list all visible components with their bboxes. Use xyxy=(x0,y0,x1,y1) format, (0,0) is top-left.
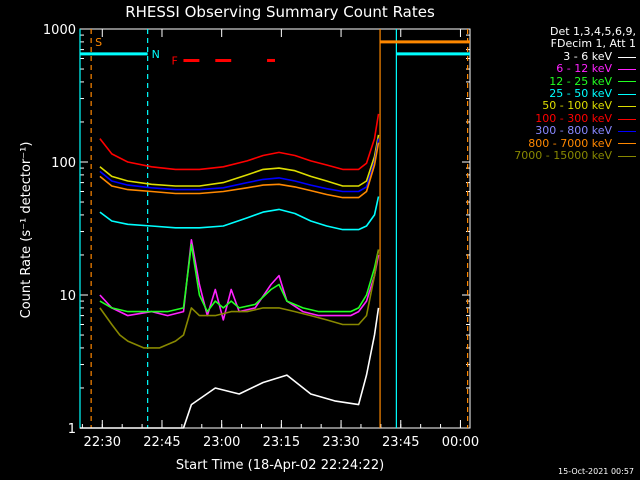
legend-label: 6 - 12 keV xyxy=(556,62,612,76)
legend-swatch xyxy=(618,130,636,132)
legend-label: 50 - 100 keV xyxy=(542,99,612,113)
annotation-label-s: S xyxy=(95,36,102,49)
series-line-4 xyxy=(99,134,380,187)
y-tick-label: 10 xyxy=(59,289,76,304)
x-tick-label: 22:30 xyxy=(84,435,121,450)
y-tick-label: 1 xyxy=(68,422,76,437)
annotation-label-f: F xyxy=(171,54,177,67)
legend-swatch xyxy=(618,106,636,108)
x-tick-label: 23:15 xyxy=(263,435,300,450)
legend-entry: 300 - 800 keV xyxy=(486,124,636,138)
plot-frame xyxy=(79,28,471,429)
legend-label: 12 - 25 keV xyxy=(549,74,612,88)
series-line-0 xyxy=(80,307,380,429)
legend-header-decimation: FDecim 1, Att 1 xyxy=(550,37,636,51)
legend-label: 300 - 800 keV xyxy=(535,124,612,138)
y-tick-label: 1000 xyxy=(43,23,76,38)
legend-swatch xyxy=(618,56,636,58)
legend-entry: 100 - 300 keV xyxy=(486,111,636,125)
plot-area: 1 10 100 1000 22:30 22:45 23:00 23:15 23:30 23:45… xyxy=(43,23,479,450)
series-line-5 xyxy=(99,113,380,171)
series-line-8 xyxy=(99,249,380,349)
legend-entry: 50 - 100 keV xyxy=(486,100,636,112)
legend-swatch xyxy=(618,155,636,157)
x-tick-label: 23:30 xyxy=(322,435,359,450)
x-tick-label: 23:45 xyxy=(382,435,419,450)
series-line-2 xyxy=(99,243,380,313)
x-tick-label: 23:00 xyxy=(203,435,240,450)
legend-label: 3 - 6 keV xyxy=(563,49,612,63)
x-tick-label: 22:45 xyxy=(143,435,180,450)
legend-header-detectors: Det 1,3,4,5,6,9, xyxy=(549,25,636,38)
series-line-7 xyxy=(99,142,380,199)
legend-entry: 7000 - 15000 keV xyxy=(486,149,636,163)
legend-swatch xyxy=(618,68,636,70)
legend: Det 1,3,4,5,6,9, FDecim 1, Att 1 3 - 6 k… xyxy=(486,25,636,163)
legend-label: 100 - 300 keV xyxy=(535,111,612,125)
legend-entry: 800 - 7000 keV xyxy=(486,136,636,150)
legend-entry: 25 - 50 keV xyxy=(486,87,636,101)
series-line-6 xyxy=(99,138,380,193)
legend-label: 25 - 50 keV xyxy=(549,87,612,101)
legend-label: 7000 - 15000 keV xyxy=(514,149,612,163)
legend-swatch xyxy=(618,143,636,145)
legend-label: 800 - 7000 keV xyxy=(528,136,612,150)
chart-title: RHESSI Observing Summary Count Rates xyxy=(125,3,435,21)
y-tick-label: 100 xyxy=(51,156,76,171)
legend-swatch xyxy=(618,81,636,83)
legend-entry: 12 - 25 keV xyxy=(486,74,636,88)
legend-entry: 3 - 6 keV xyxy=(486,49,636,63)
legend-swatch xyxy=(618,93,636,95)
legend-swatch xyxy=(618,118,636,120)
x-axis-label: Start Time (18-Apr-02 22:24:22) xyxy=(176,458,384,473)
annotation-label-n: N xyxy=(152,48,160,61)
legend-entry: 6 - 12 keV xyxy=(486,62,636,76)
x-tick-label: 00:00 xyxy=(442,435,479,450)
series-line-3 xyxy=(99,196,380,231)
timestamp: 15-Oct-2021 00:57 xyxy=(558,467,634,476)
y-axis-label: Count Rate (s⁻¹ detector⁻¹) xyxy=(19,142,34,319)
